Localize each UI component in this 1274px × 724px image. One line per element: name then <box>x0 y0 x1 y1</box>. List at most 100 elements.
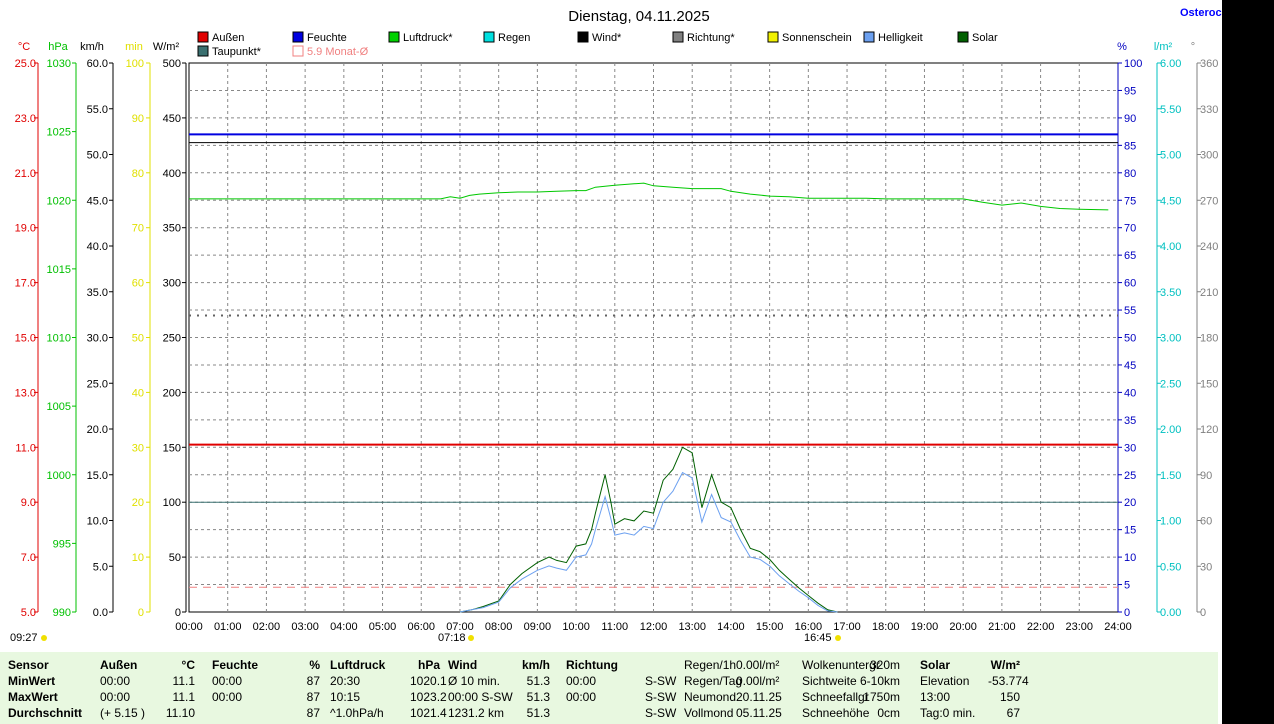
stats-cell: 11.1 <box>172 674 195 688</box>
stats-header-cell: Außen <box>100 658 138 672</box>
x-tick-label: 20:00 <box>949 621 977 633</box>
stats-header-cell: °C <box>181 658 195 672</box>
weather-chart: Dienstag, 04.11.2025 Osteroc °C 25.0 23.0 2… <box>10 7 1222 644</box>
stats-cell: -53.774 <box>988 674 1029 688</box>
legend-label: Feuchte <box>307 32 347 44</box>
stats-cell: 00:00 <box>100 674 131 688</box>
solar-tick-label: 250 <box>163 333 181 345</box>
stats-header-cell: Luftdruck <box>330 658 386 672</box>
min-tick-label: 20 <box>132 497 144 509</box>
x-tick-label: 10:00 <box>562 621 590 633</box>
series-line <box>189 182 1109 211</box>
stats-header-cell: Richtung <box>566 658 618 672</box>
legend-label: Richtung* <box>687 32 735 44</box>
min-tick-label: 0 <box>138 607 144 619</box>
stats-cell: 51.3 <box>526 706 550 720</box>
x-tick-label: 02:00 <box>253 621 281 633</box>
rain-tick-label: 3.50 <box>1160 287 1181 299</box>
stats-cell: S-SW <box>645 674 677 688</box>
rain-tick-label: 1.00 <box>1160 516 1181 528</box>
stats-cell: 00:00 <box>100 690 131 704</box>
press-tick-label: 1005 <box>47 401 71 413</box>
stats-header-cell: Solar <box>920 658 951 672</box>
wind-tick-label: 55.0 <box>87 104 108 116</box>
x-tick-label: 13:00 <box>678 621 706 633</box>
legend-label: Luftdruck* <box>403 32 453 44</box>
min-tick-label: 30 <box>132 442 144 454</box>
legend-label: Wind* <box>592 32 622 44</box>
x-tick-label: 14:00 <box>717 621 745 633</box>
stats-cell: 1231.2 km <box>448 706 505 720</box>
dir-tick-label: 90 <box>1200 470 1212 482</box>
stats-cell: 0.00l/m² <box>736 674 780 688</box>
solar-tick-label: 0 <box>175 607 181 619</box>
location-link[interactable]: Osteroc <box>1180 7 1222 19</box>
hum-tick-label: 25 <box>1124 470 1136 482</box>
stats-cell: 11.1 <box>172 690 195 704</box>
x-tick-label: 23:00 <box>1066 621 1094 633</box>
stats-cell: 87 <box>306 674 320 688</box>
dir-tick-label: 120 <box>1200 424 1218 436</box>
wind-tick-label: 45.0 <box>87 195 108 207</box>
stats-cell: Schneefallgr <box>802 690 869 704</box>
rain-tick-label: 2.00 <box>1160 424 1181 436</box>
stats-cell: 67 <box>1006 706 1020 720</box>
legend-label: Außen <box>212 32 244 44</box>
dir-tick-label: 60 <box>1200 516 1212 528</box>
sunset-icon <box>835 635 841 641</box>
x-tick-label: 15:00 <box>756 621 784 633</box>
press-tick-label: 1015 <box>47 264 71 276</box>
hum-tick-label: 60 <box>1124 278 1136 290</box>
stats-cell: ^1.0hPa/h <box>330 706 384 720</box>
hum-tick-label: 30 <box>1124 442 1136 454</box>
stats-cell: 1021.4 <box>410 706 447 720</box>
legend-swatch <box>483 31 495 43</box>
hum-tick-label: 10 <box>1124 552 1136 564</box>
min-tick-label: 10 <box>132 552 144 564</box>
stats-cell: Regen/Tag <box>684 674 743 688</box>
min-tick-label: 60 <box>132 278 144 290</box>
temp-tick-label: 5.0 <box>21 607 36 619</box>
stats-cell: Sichtweite <box>802 674 857 688</box>
solar-tick-label: 500 <box>163 58 181 70</box>
hum-tick-label: 40 <box>1124 387 1136 399</box>
stats-cell: MaxWert <box>8 690 58 704</box>
wind-tick-label: 5.0 <box>93 561 108 573</box>
stats-cell: 10:15 <box>330 690 361 704</box>
min-tick-label: 90 <box>132 113 144 125</box>
stats-cell: 150 <box>999 690 1020 704</box>
stats-cell: 1020.1 <box>410 674 447 688</box>
chart-axes: °C 25.0 23.0 21.0 19.0 17.0 15.0 13.0 11.0 9.0 7.0… <box>10 41 1218 644</box>
x-tick-label: 06:00 <box>407 621 435 633</box>
temp-tick-label: 9.0 <box>21 497 36 509</box>
wind-tick-label: 35.0 <box>87 287 108 299</box>
stats-cell: Durchschnitt <box>8 706 83 720</box>
x-tick-label: 17:00 <box>833 621 861 633</box>
legend-label: Taupunkt* <box>212 46 262 58</box>
wind-tick-label: 40.0 <box>87 241 108 253</box>
stats-header-cell: km/h <box>521 658 550 672</box>
wind-tick-label: 0.0 <box>93 607 108 619</box>
stats-header-cell: Feuchte <box>212 658 259 672</box>
solar-tick-label: 400 <box>163 168 181 180</box>
dir-tick-label: 360 <box>1200 58 1218 70</box>
wind-tick-label: 15.0 <box>87 470 108 482</box>
press-tick-label: 1030 <box>47 58 71 70</box>
series-line <box>459 471 838 613</box>
hum-tick-label: 100 <box>1124 58 1142 70</box>
rain-tick-label: 4.00 <box>1160 241 1181 253</box>
wind-tick-label: 50.0 <box>87 150 108 162</box>
stats-cell: 00:00 <box>566 674 597 688</box>
right-black-bar <box>1222 0 1274 724</box>
stats-header-cell: Wind <box>448 658 478 672</box>
dir-tick-label: 270 <box>1200 195 1218 207</box>
hum-tick-label: 35 <box>1124 415 1136 427</box>
stats-cell: Tag:0 min. <box>920 706 976 720</box>
stats-header-cell: Wolkenuntergr <box>802 658 880 672</box>
x-tick-label: 21:00 <box>988 621 1016 633</box>
rain-tick-label: 3.00 <box>1160 333 1181 345</box>
legend-swatch <box>672 31 684 43</box>
stats-cell: 0cm <box>877 706 900 720</box>
rain-tick-label: 0.50 <box>1160 561 1181 573</box>
